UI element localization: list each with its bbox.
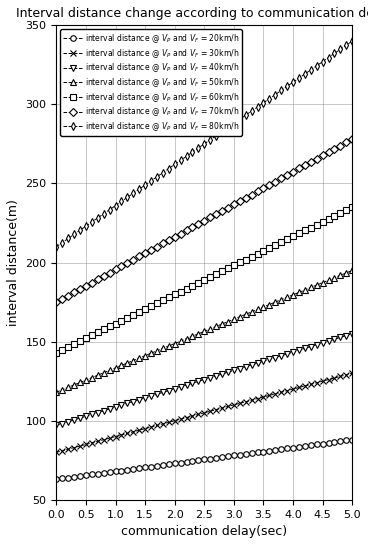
Line: interval distance @ $V_P$ and $V_F$ = 20km/h: interval distance @ $V_P$ and $V_F$ = 20… xyxy=(54,437,355,482)
interval distance @ $V_P$ and $V_F$ = 60km/h xyxy=(75,339,79,346)
Line: interval distance @ $V_P$ and $V_F$ = 40km/h: interval distance @ $V_P$ and $V_F$ = 40… xyxy=(54,331,355,428)
interval distance @ $V_P$ and $V_F$ = 60km/h xyxy=(54,349,59,356)
interval distance @ $V_P$ and $V_F$ = 70km/h xyxy=(350,136,354,142)
interval distance @ $V_P$ and $V_F$ = 70km/h xyxy=(54,299,59,305)
Line: interval distance @ $V_P$ and $V_F$ = 60km/h: interval distance @ $V_P$ and $V_F$ = 60… xyxy=(54,204,355,355)
interval distance @ $V_P$ and $V_F$ = 40km/h xyxy=(128,399,132,406)
Line: interval distance @ $V_P$ and $V_F$ = 30km/h: interval distance @ $V_P$ and $V_F$ = 30… xyxy=(54,371,355,455)
interval distance @ $V_P$ and $V_F$ = 80km/h xyxy=(350,38,354,44)
interval distance @ $V_P$ and $V_F$ = 30km/h xyxy=(232,402,236,408)
Y-axis label: interval distance(m): interval distance(m) xyxy=(7,199,20,326)
interval distance @ $V_P$ and $V_F$ = 50km/h xyxy=(232,316,236,323)
interval distance @ $V_P$ and $V_F$ = 50km/h xyxy=(75,380,79,387)
interval distance @ $V_P$ and $V_F$ = 50km/h xyxy=(190,333,195,340)
interval distance @ $V_P$ and $V_F$ = 20km/h xyxy=(261,449,266,455)
interval distance @ $V_P$ and $V_F$ = 70km/h xyxy=(232,201,236,208)
interval distance @ $V_P$ and $V_F$ = 30km/h xyxy=(75,444,79,450)
interval distance @ $V_P$ and $V_F$ = 40km/h xyxy=(54,422,59,429)
interval distance @ $V_P$ and $V_F$ = 30km/h xyxy=(276,390,280,396)
interval distance @ $V_P$ and $V_F$ = 80km/h xyxy=(276,89,280,96)
interval distance @ $V_P$ and $V_F$ = 20km/h xyxy=(75,473,79,480)
interval distance @ $V_P$ and $V_F$ = 20km/h xyxy=(276,446,280,453)
interval distance @ $V_P$ and $V_F$ = 60km/h xyxy=(128,313,132,319)
Line: interval distance @ $V_P$ and $V_F$ = 50km/h: interval distance @ $V_P$ and $V_F$ = 50… xyxy=(54,268,355,395)
interval distance @ $V_P$ and $V_F$ = 80km/h xyxy=(232,120,236,126)
interval distance @ $V_P$ and $V_F$ = 70km/h xyxy=(128,258,132,265)
interval distance @ $V_P$ and $V_F$ = 20km/h xyxy=(232,452,236,459)
interval distance @ $V_P$ and $V_F$ = 40km/h xyxy=(190,380,195,386)
interval distance @ $V_P$ and $V_F$ = 70km/h xyxy=(261,185,266,191)
interval distance @ $V_P$ and $V_F$ = 40km/h xyxy=(350,330,354,337)
interval distance @ $V_P$ and $V_F$ = 70km/h xyxy=(190,224,195,231)
interval distance @ $V_P$ and $V_F$ = 80km/h xyxy=(54,244,59,250)
interval distance @ $V_P$ and $V_F$ = 40km/h xyxy=(261,358,266,365)
interval distance @ $V_P$ and $V_F$ = 40km/h xyxy=(232,367,236,374)
interval distance @ $V_P$ and $V_F$ = 30km/h xyxy=(54,449,59,456)
interval distance @ $V_P$ and $V_F$ = 80km/h xyxy=(261,100,266,106)
interval distance @ $V_P$ and $V_F$ = 30km/h xyxy=(128,429,132,436)
interval distance @ $V_P$ and $V_F$ = 50km/h xyxy=(276,298,280,304)
Line: interval distance @ $V_P$ and $V_F$ = 80km/h: interval distance @ $V_P$ and $V_F$ = 80… xyxy=(54,38,355,250)
interval distance @ $V_P$ and $V_F$ = 20km/h xyxy=(350,437,354,443)
interval distance @ $V_P$ and $V_F$ = 50km/h xyxy=(261,304,266,310)
interval distance @ $V_P$ and $V_F$ = 20km/h xyxy=(54,476,59,482)
interval distance @ $V_P$ and $V_F$ = 30km/h xyxy=(261,393,266,400)
Title: Interval distance change according to communication delay: Interval distance change according to co… xyxy=(16,7,368,20)
interval distance @ $V_P$ and $V_F$ = 20km/h xyxy=(190,458,195,464)
interval distance @ $V_P$ and $V_F$ = 40km/h xyxy=(276,353,280,360)
interval distance @ $V_P$ and $V_F$ = 70km/h xyxy=(276,177,280,183)
interval distance @ $V_P$ and $V_F$ = 50km/h xyxy=(350,267,354,274)
interval distance @ $V_P$ and $V_F$ = 80km/h xyxy=(128,192,132,198)
interval distance @ $V_P$ and $V_F$ = 60km/h xyxy=(190,282,195,289)
interval distance @ $V_P$ and $V_F$ = 40km/h xyxy=(75,416,79,422)
interval distance @ $V_P$ and $V_F$ = 60km/h xyxy=(276,240,280,247)
interval distance @ $V_P$ and $V_F$ = 50km/h xyxy=(54,389,59,396)
X-axis label: communication delay(sec): communication delay(sec) xyxy=(121,525,287,538)
interval distance @ $V_P$ and $V_F$ = 20km/h xyxy=(128,466,132,473)
interval distance @ $V_P$ and $V_F$ = 30km/h xyxy=(350,370,354,377)
interval distance @ $V_P$ and $V_F$ = 50km/h xyxy=(128,359,132,365)
Line: interval distance @ $V_P$ and $V_F$ = 70km/h: interval distance @ $V_P$ and $V_F$ = 70… xyxy=(54,136,355,305)
interval distance @ $V_P$ and $V_F$ = 70km/h xyxy=(75,287,79,294)
interval distance @ $V_P$ and $V_F$ = 80km/h xyxy=(190,149,195,155)
Legend: interval distance @ $V_P$ and $V_F$ = 20km/h, interval distance @ $V_P$ and $V_F: interval distance @ $V_P$ and $V_F$ = 20… xyxy=(60,29,242,136)
interval distance @ $V_P$ and $V_F$ = 60km/h xyxy=(350,204,354,210)
interval distance @ $V_P$ and $V_F$ = 60km/h xyxy=(261,247,266,254)
interval distance @ $V_P$ and $V_F$ = 60km/h xyxy=(232,262,236,269)
interval distance @ $V_P$ and $V_F$ = 80km/h xyxy=(75,229,79,235)
interval distance @ $V_P$ and $V_F$ = 30km/h xyxy=(190,413,195,419)
